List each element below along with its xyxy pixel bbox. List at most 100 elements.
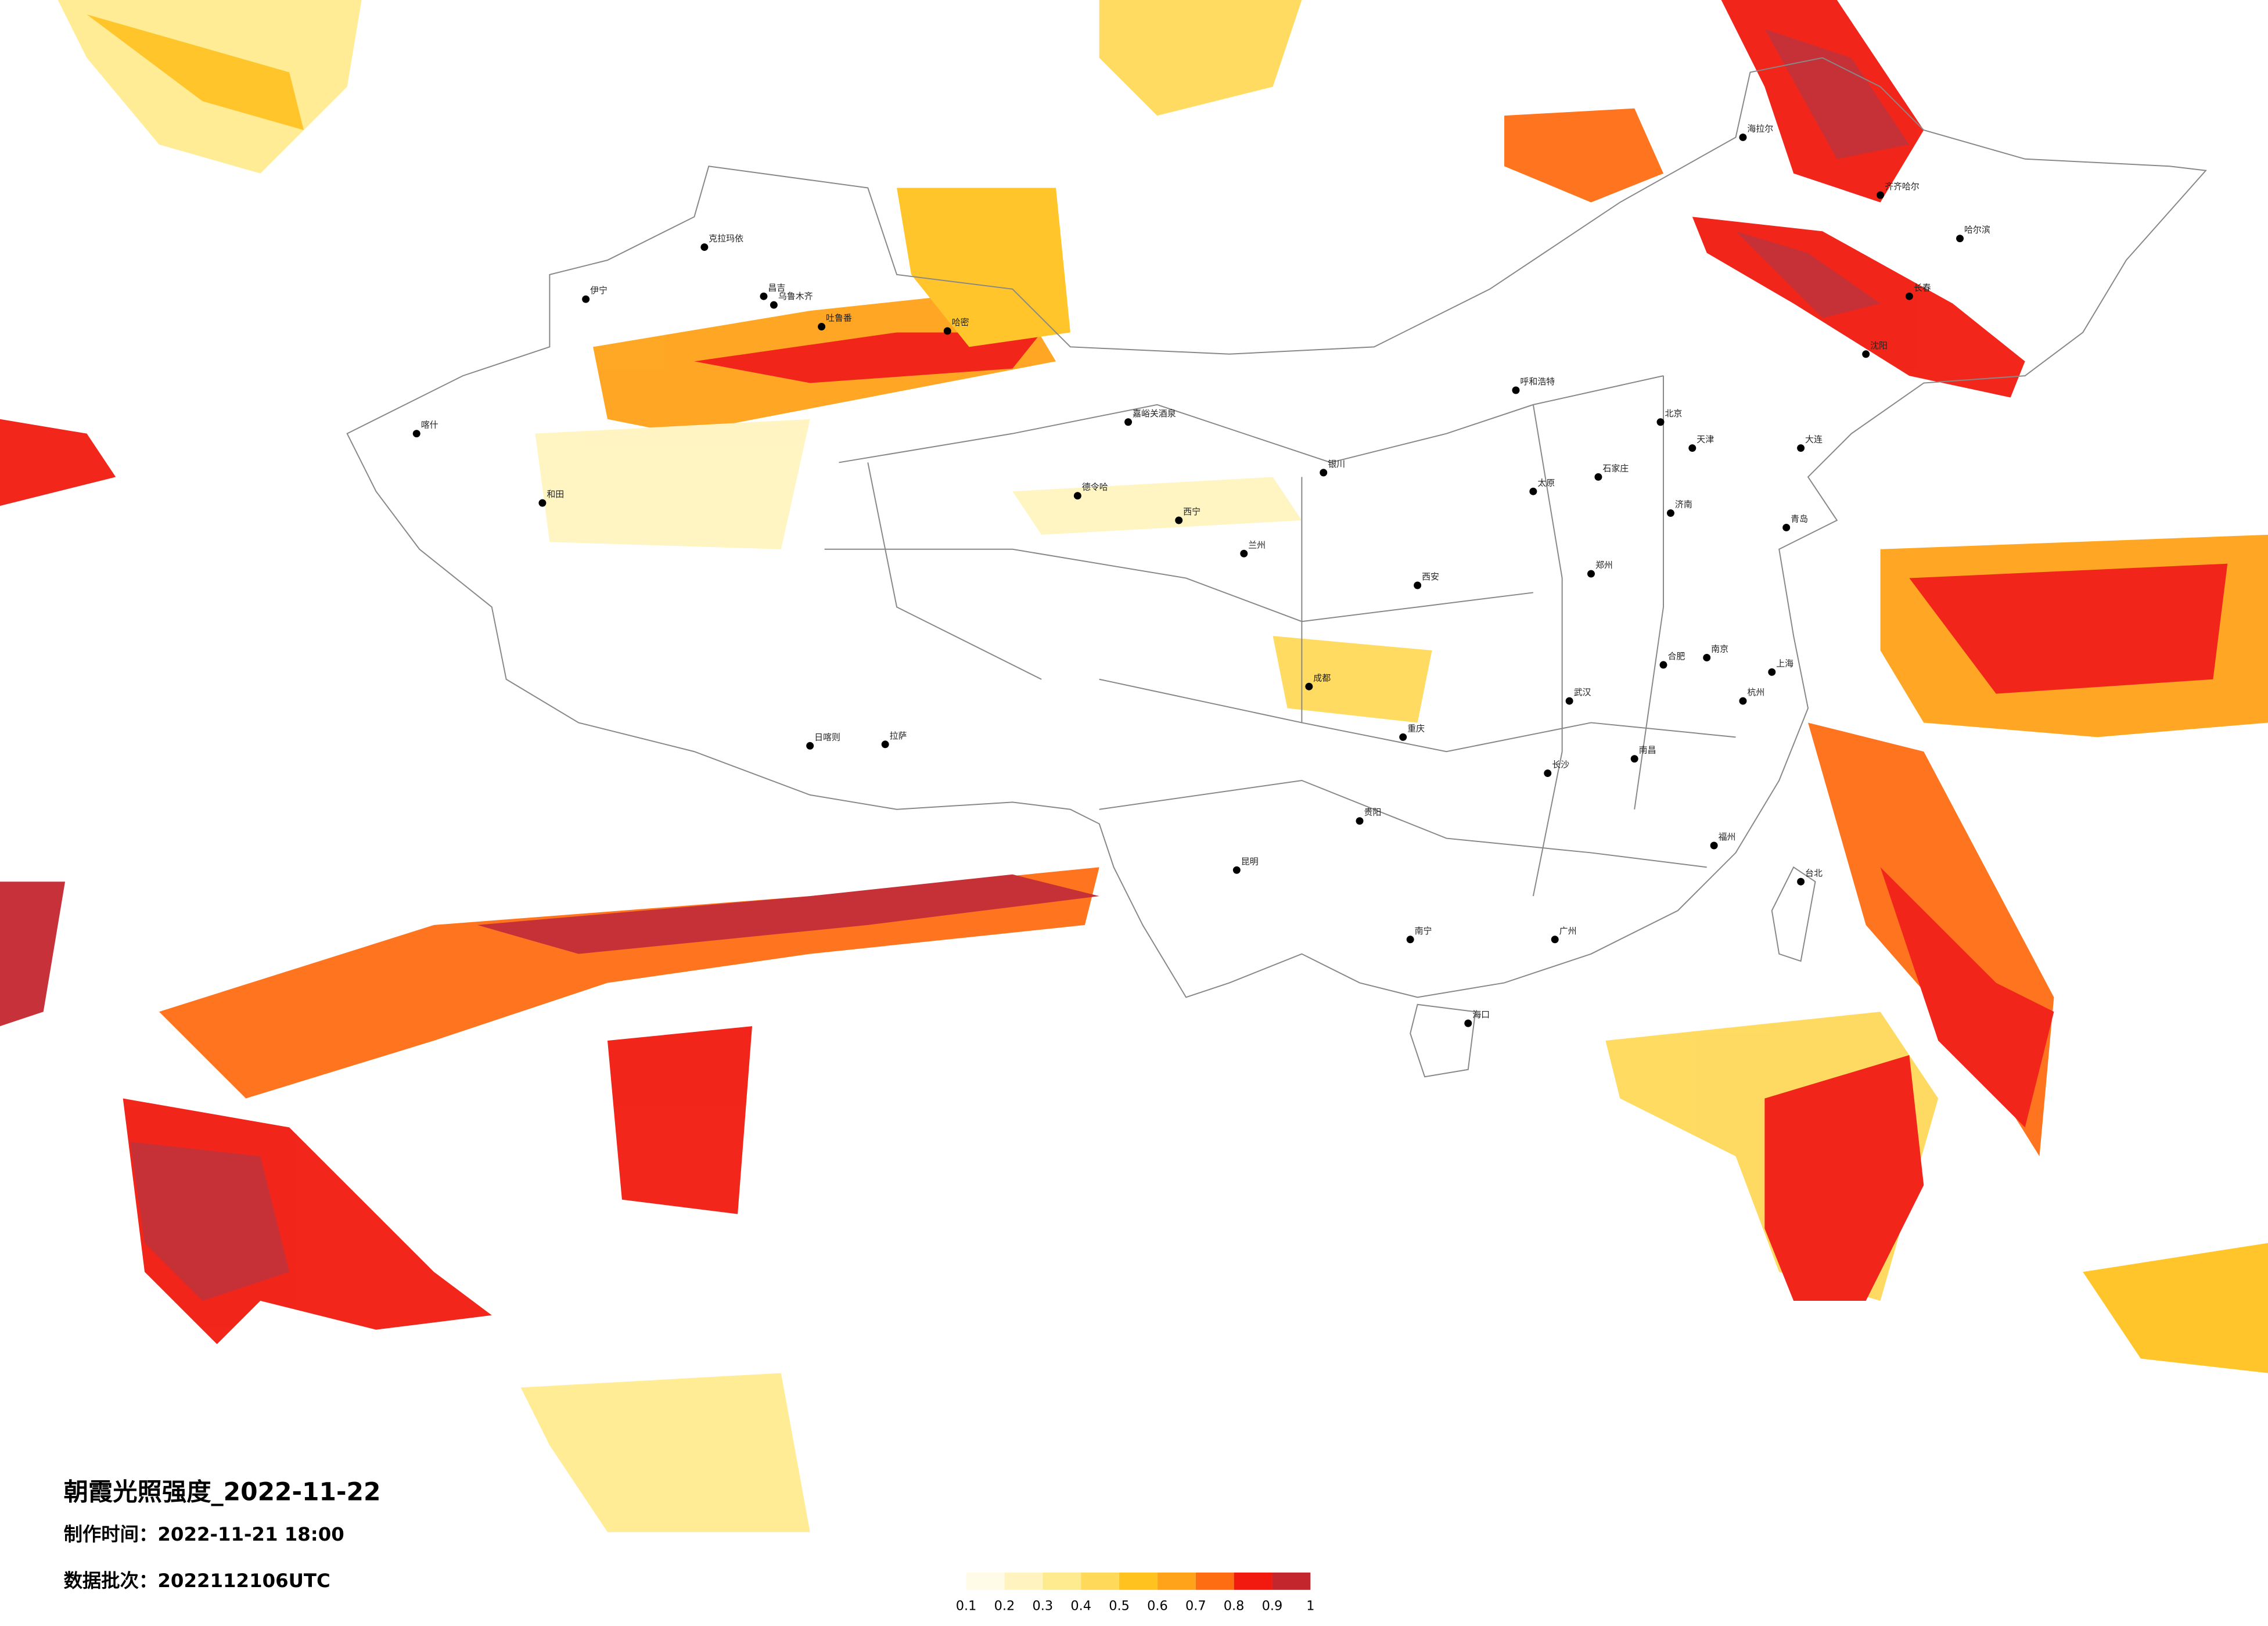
legend-swatch — [1119, 1572, 1158, 1590]
city-label: 西安 — [1422, 571, 1439, 582]
city-label: 西宁 — [1183, 506, 1201, 517]
city-dot — [1862, 350, 1870, 358]
city-label: 北京 — [1665, 408, 1682, 419]
heat-field — [0, 0, 2268, 1533]
legend-swatch — [1157, 1572, 1196, 1590]
city-dot — [806, 742, 814, 750]
legend-tick-label: 0.5 — [1109, 1599, 1130, 1614]
city-label: 喀什 — [421, 420, 438, 430]
city-label: 嘉峪关酒泉 — [1133, 408, 1176, 419]
city-label: 昌吉 — [768, 282, 785, 293]
city-label: 杭州 — [1747, 687, 1764, 697]
city-dot — [582, 295, 590, 303]
city-dot — [1305, 682, 1313, 690]
legend-swatch — [1081, 1572, 1120, 1590]
city-label: 广州 — [1559, 926, 1577, 936]
city-label: 石家庄 — [1602, 463, 1629, 473]
city-label: 伊宁 — [590, 285, 608, 296]
city-label: 大连 — [1805, 434, 1823, 445]
legend-swatch — [1272, 1572, 1311, 1590]
city-dot — [881, 740, 889, 749]
city-dot — [1656, 418, 1665, 426]
city-label: 南昌 — [1639, 745, 1656, 756]
header: 朝霞光照强度_2022-11-22 制作时间：2022-11-21 18:00 … — [64, 1477, 381, 1591]
city-label: 南京 — [1711, 643, 1728, 654]
city-dot — [1956, 235, 1964, 243]
city-dot — [1565, 697, 1573, 705]
city-label: 济南 — [1675, 499, 1692, 510]
legend: 0.1 0.2 0.3 0.4 0.5 0.6 0.7 0.8 0.9 1 — [956, 1572, 1314, 1614]
legend-swatch — [1004, 1572, 1043, 1590]
city-dot — [1356, 817, 1364, 825]
city-label: 银川 — [1328, 459, 1345, 469]
city-label: 成都 — [1313, 672, 1331, 683]
legend-swatch — [1195, 1572, 1234, 1590]
legend-tick-label: 0.7 — [1185, 1599, 1206, 1614]
city-dot — [1124, 418, 1133, 426]
legend-swatch — [1043, 1572, 1081, 1590]
city-label: 海口 — [1472, 1009, 1490, 1020]
city-dot — [1320, 469, 1328, 477]
city-label: 德令哈 — [1082, 482, 1108, 492]
city-label: 长春 — [1914, 282, 1931, 293]
city-dot — [818, 323, 826, 330]
data-batch: 数据批次：2022112106UTC — [64, 1570, 330, 1592]
city-dot — [1232, 866, 1241, 874]
boundaries — [346, 57, 2207, 1078]
made-time: 制作时间：2022-11-21 18:00 — [64, 1523, 344, 1545]
city-label: 长沙 — [1552, 760, 1569, 770]
city-label: 兰州 — [1248, 539, 1266, 550]
city-label: 和田 — [547, 489, 564, 499]
city-label: 哈尔滨 — [1964, 225, 1990, 235]
city-dot — [1414, 581, 1422, 589]
city-label: 武汉 — [1574, 687, 1591, 697]
legend-tick-label: 1 — [1306, 1599, 1314, 1614]
city-dot — [943, 327, 951, 335]
legend-tick-label: 0.3 — [1033, 1599, 1054, 1614]
city-dot — [1529, 487, 1537, 495]
city-label: 克拉玛依 — [709, 233, 743, 244]
legend-tick-label: 0.4 — [1070, 1599, 1091, 1614]
city-dot — [1703, 653, 1711, 661]
city-dot — [1688, 444, 1696, 452]
title: 朝霞光照强度_2022-11-22 — [64, 1477, 381, 1506]
city-dot — [700, 243, 709, 251]
city-label: 乌鲁木齐 — [778, 291, 813, 301]
city-dot — [412, 430, 420, 438]
city-dot — [1768, 668, 1776, 676]
city-dot — [1464, 1019, 1472, 1027]
legend-tick-label: 0.6 — [1147, 1599, 1168, 1614]
city-dot — [1797, 444, 1805, 452]
city-dot — [1240, 549, 1248, 557]
city-label: 台北 — [1805, 868, 1823, 878]
city-dot — [1551, 936, 1559, 944]
city-label: 昆明 — [1241, 856, 1259, 866]
city-dot — [1630, 755, 1638, 763]
city-dot — [1512, 386, 1520, 394]
city-label: 南宁 — [1415, 926, 1432, 936]
city-label: 上海 — [1776, 658, 1793, 668]
city-dot — [1399, 733, 1407, 741]
city-dot — [760, 292, 768, 300]
city-dot — [1710, 841, 1718, 850]
legend-swatch — [966, 1572, 1005, 1590]
city-label: 太原 — [1537, 477, 1555, 488]
city-dot — [1175, 516, 1183, 524]
legend-swatch — [1234, 1572, 1273, 1590]
city-dot — [538, 499, 547, 507]
city-label: 郑州 — [1595, 560, 1613, 570]
city-dot — [1659, 661, 1667, 669]
city-dot — [1587, 570, 1595, 578]
city-dot — [1544, 769, 1552, 778]
legend-tick-label: 0.2 — [994, 1599, 1015, 1614]
city-label: 呼和浩特 — [1520, 376, 1555, 387]
city-dot — [1877, 191, 1885, 199]
city-dot — [1782, 523, 1791, 531]
city-label: 拉萨 — [890, 731, 907, 741]
city-dot — [1594, 473, 1602, 481]
city-label: 哈密 — [952, 317, 969, 328]
legend-tick-label: 0.8 — [1224, 1599, 1245, 1614]
city-label: 贵阳 — [1364, 807, 1381, 818]
city-dot — [1739, 133, 1747, 141]
city-label: 重庆 — [1407, 723, 1425, 733]
